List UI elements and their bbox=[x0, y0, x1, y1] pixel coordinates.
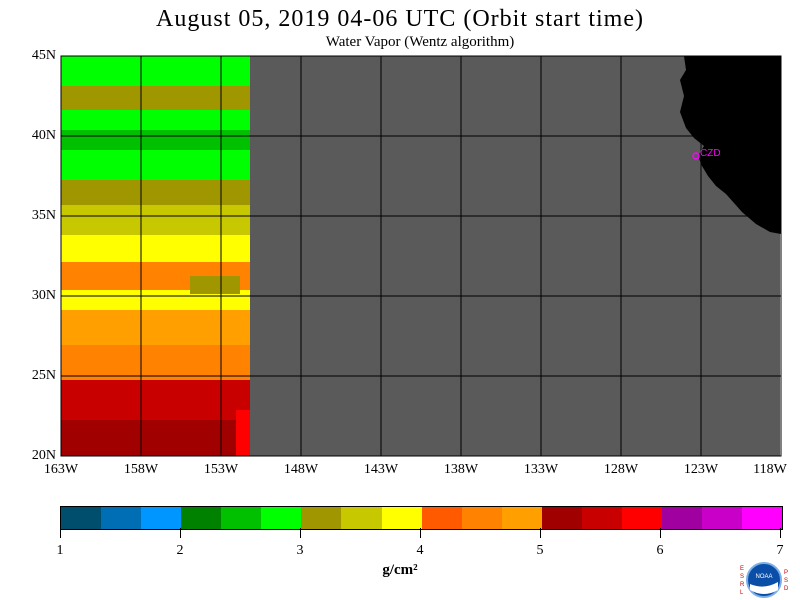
svg-text:R: R bbox=[740, 582, 745, 588]
colorbar-swatch bbox=[301, 507, 342, 529]
lon-label: 163W bbox=[43, 462, 79, 477]
colorbar-swatch bbox=[61, 507, 102, 529]
svg-text:NOAA: NOAA bbox=[755, 574, 772, 580]
lat-label: 40N bbox=[31, 128, 56, 143]
colorbar-swatch bbox=[181, 507, 222, 529]
colorbar-swatch bbox=[461, 507, 502, 529]
colorbar-label: 6 bbox=[656, 543, 664, 558]
lat-label: 35N bbox=[31, 208, 56, 223]
lon-label: 133W bbox=[523, 462, 559, 477]
station-marker bbox=[692, 152, 700, 160]
chart-title: August 05, 2019 04-06 UTC (Orbit start t… bbox=[156, 6, 644, 32]
map-frame bbox=[60, 55, 782, 457]
colorbar-swatch bbox=[661, 507, 702, 529]
lat-label: 20N bbox=[31, 448, 56, 463]
lon-label: 128W bbox=[603, 462, 639, 477]
svg-text:P: P bbox=[784, 570, 788, 576]
colorbar-swatch bbox=[581, 507, 622, 529]
colorbar-label: 4 bbox=[416, 543, 424, 558]
colorbar-tick bbox=[780, 528, 781, 538]
colorbar-label: 2 bbox=[176, 543, 184, 558]
lat-label: 25N bbox=[31, 368, 56, 383]
svg-text:S: S bbox=[784, 578, 788, 584]
lat-label: 30N bbox=[31, 288, 56, 303]
colorbar-tick bbox=[420, 528, 421, 538]
colorbar-label: 7 bbox=[776, 543, 784, 558]
lon-label: 138W bbox=[443, 462, 479, 477]
colorbar-swatch bbox=[702, 507, 743, 529]
colorbar-label: 1 bbox=[56, 543, 64, 558]
svg-text:L: L bbox=[740, 590, 744, 596]
colorbar bbox=[60, 506, 783, 530]
colorbar-swatch bbox=[501, 507, 542, 529]
colorbar-tick bbox=[180, 528, 181, 538]
colorbar-tick bbox=[60, 528, 61, 538]
colorbar-swatch bbox=[341, 507, 382, 529]
svg-text:E: E bbox=[740, 566, 744, 572]
lon-label: 143W bbox=[363, 462, 399, 477]
graticule bbox=[61, 56, 781, 456]
chart-subtitle: Water Vapor (Wentz algorithm) bbox=[325, 34, 515, 50]
land-area bbox=[680, 56, 781, 234]
svg-text:S: S bbox=[740, 574, 744, 580]
lon-label: 153W bbox=[203, 462, 239, 477]
colorbar-swatch bbox=[221, 507, 262, 529]
svg-text:D: D bbox=[784, 586, 789, 592]
colorbar-swatch bbox=[381, 507, 422, 529]
colorbar-tick bbox=[540, 528, 541, 538]
noaa-logo: NOAA E S R L P S D bbox=[740, 562, 789, 598]
lon-label: 148W bbox=[283, 462, 319, 477]
station-label: CZD bbox=[700, 148, 721, 159]
colorbar-tick bbox=[300, 528, 301, 538]
colorbar-swatch bbox=[742, 507, 783, 529]
lon-label: 158W bbox=[123, 462, 159, 477]
colorbar-swatch bbox=[541, 507, 582, 529]
colorbar-label: 3 bbox=[296, 543, 304, 558]
colorbar-unit: g/cm² bbox=[382, 562, 418, 578]
lat-label: 45N bbox=[31, 48, 56, 63]
colorbar-swatch bbox=[421, 507, 462, 529]
lon-label: 123W bbox=[683, 462, 719, 477]
lon-label: 118W bbox=[753, 462, 787, 477]
colorbar-label: 5 bbox=[536, 543, 544, 558]
colorbar-tick bbox=[660, 528, 661, 538]
colorbar-swatch bbox=[101, 507, 142, 529]
colorbar-swatch bbox=[141, 507, 182, 529]
colorbar-swatch bbox=[621, 507, 662, 529]
colorbar-swatch bbox=[261, 507, 302, 529]
